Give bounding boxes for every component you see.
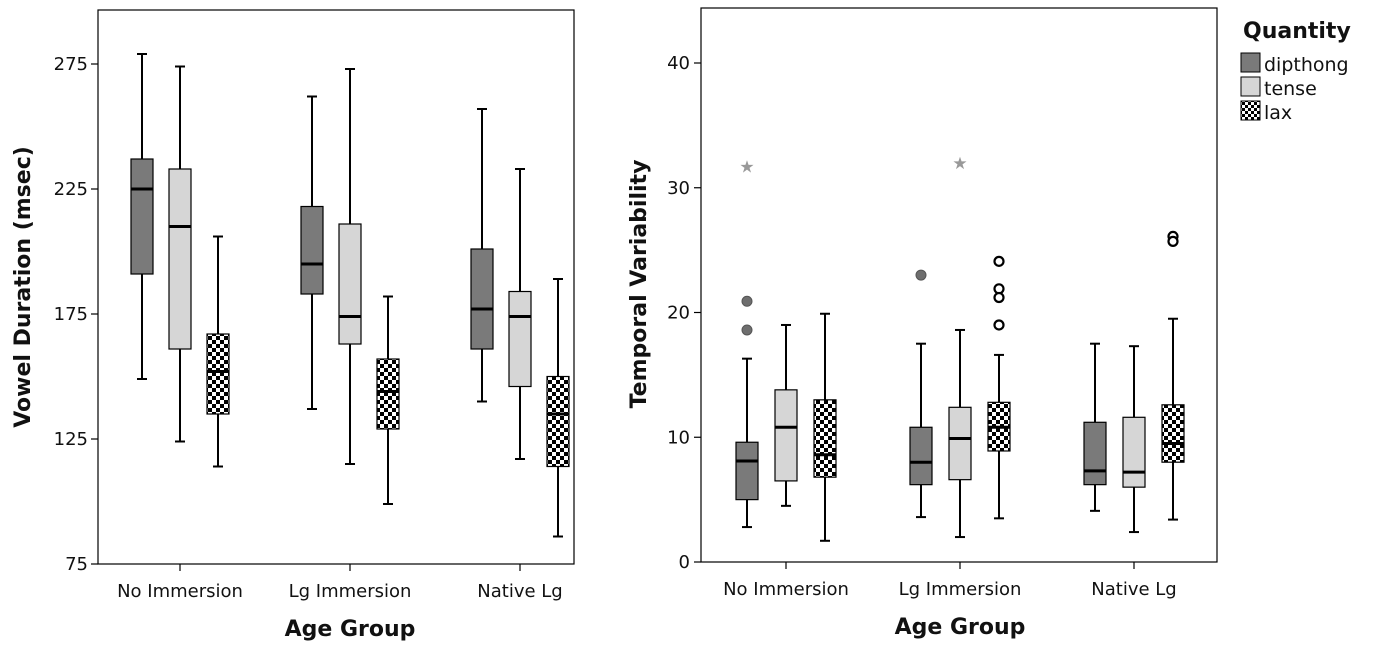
x-tick-label: Native Lg: [1091, 579, 1176, 600]
box-dipthong-0: [130, 53, 154, 380]
legend-label-dipthong: dipthong: [1264, 54, 1349, 76]
outlier-point: [915, 269, 927, 281]
y-tick-label: 20: [667, 303, 690, 324]
box-lax-1: [376, 295, 400, 505]
outlier-point: [1167, 235, 1179, 247]
y-tick-label: 75: [65, 554, 88, 575]
box-groups: ★ ★: [735, 154, 1185, 542]
legend-title: Quantity: [1243, 19, 1351, 44]
box-iqr: [470, 248, 494, 350]
y-tick-label: 0: [679, 552, 690, 573]
y-tick-label: 10: [667, 427, 690, 448]
outlier-point: [741, 295, 753, 307]
box-iqr: [130, 158, 154, 275]
box-iqr: [774, 389, 798, 482]
y-tick-label: 225: [54, 179, 88, 200]
outlier-point: [993, 255, 1005, 267]
box-iqr: [508, 290, 532, 388]
variability-boxplot-panel: Temporal Variability Age Group 0 10 20 30 40…: [627, 7, 1218, 640]
outlier-point: [741, 324, 753, 336]
y-tick-label: 175: [54, 304, 88, 325]
x-axis-title: Age Group: [895, 615, 1026, 640]
legend-entry-dipthong: dipthong: [1240, 52, 1349, 76]
box-dipthong-1: [909, 269, 933, 519]
y-tick-label: 125: [54, 429, 88, 450]
box-tense-1: ★: [948, 154, 972, 539]
box-lax-0: [206, 235, 230, 468]
box-iqr: [1122, 416, 1146, 488]
extreme-point: ★: [952, 154, 967, 174]
box-iqr: [1161, 404, 1185, 463]
x-axis-ticks: No Immersion Lg Immersion Native Lg: [723, 562, 1177, 600]
y-axis-title: Vowel Duration (msec): [11, 146, 36, 428]
x-tick-label: Lg Immersion: [289, 581, 412, 602]
box-iqr: [546, 375, 570, 468]
plot-frame: [97, 9, 575, 565]
x-tick-label: Native Lg: [477, 581, 562, 602]
legend-swatch-tense: [1240, 76, 1261, 97]
legend: Quantity dipthong tense lax: [1240, 19, 1351, 124]
box-tense-2: [508, 168, 532, 460]
legend-entry-lax: lax: [1240, 100, 1292, 124]
x-tick-label: No Immersion: [117, 581, 243, 602]
y-axis-ticks: 0 10 20 30 40: [667, 53, 701, 573]
x-axis-title: Age Group: [285, 617, 416, 642]
x-axis-ticks: No Immersion Lg Immersion Native Lg: [117, 564, 563, 602]
box-lax-1: [987, 255, 1011, 520]
x-tick-label: Lg Immersion: [899, 579, 1022, 600]
box-dipthong-1: [300, 95, 324, 410]
x-tick-label: No Immersion: [723, 579, 849, 600]
y-tick-label: 30: [667, 178, 690, 199]
extreme-point: ★: [739, 158, 754, 178]
box-lax-0: [813, 312, 837, 542]
box-iqr: [300, 205, 324, 295]
plot-frame: [700, 7, 1218, 563]
box-dipthong-0: ★: [735, 158, 759, 529]
outlier-point: [993, 291, 1005, 304]
box-lax-2: [1161, 230, 1185, 521]
box-groups: [130, 53, 570, 538]
box-tense-0: [168, 65, 192, 443]
legend-swatch-lax: [1240, 100, 1261, 121]
box-iqr: [813, 399, 837, 478]
box-lax-2: [546, 278, 570, 538]
y-axis-ticks: 75 125 175 225 275: [54, 54, 98, 575]
legend-entry-tense: tense: [1240, 76, 1317, 100]
legend-label-lax: lax: [1264, 102, 1292, 124]
box-iqr: [909, 426, 933, 486]
legend-label-tense: tense: [1264, 78, 1317, 100]
box-iqr: [948, 406, 972, 481]
outlier-point: [993, 319, 1005, 331]
box-iqr: [376, 358, 400, 430]
y-tick-label: 40: [667, 53, 690, 74]
box-dipthong-2: [1083, 342, 1107, 512]
y-axis-title: Temporal Variability: [627, 160, 652, 409]
box-dipthong-2: [470, 108, 494, 403]
box-iqr: [206, 333, 230, 415]
legend-swatch-dipthong: [1240, 52, 1261, 73]
box-iqr: [735, 441, 759, 501]
box-iqr: [1083, 421, 1107, 486]
box-iqr: [168, 168, 192, 350]
y-tick-label: 275: [54, 54, 88, 75]
box-tense-1: [338, 68, 362, 465]
duration-boxplot-panel: Vowel Duration (msec) Age Group 75 125 175…: [11, 9, 575, 642]
box-tense-2: [1122, 345, 1146, 534]
box-tense-0: [774, 323, 798, 507]
box-iqr: [338, 223, 362, 345]
